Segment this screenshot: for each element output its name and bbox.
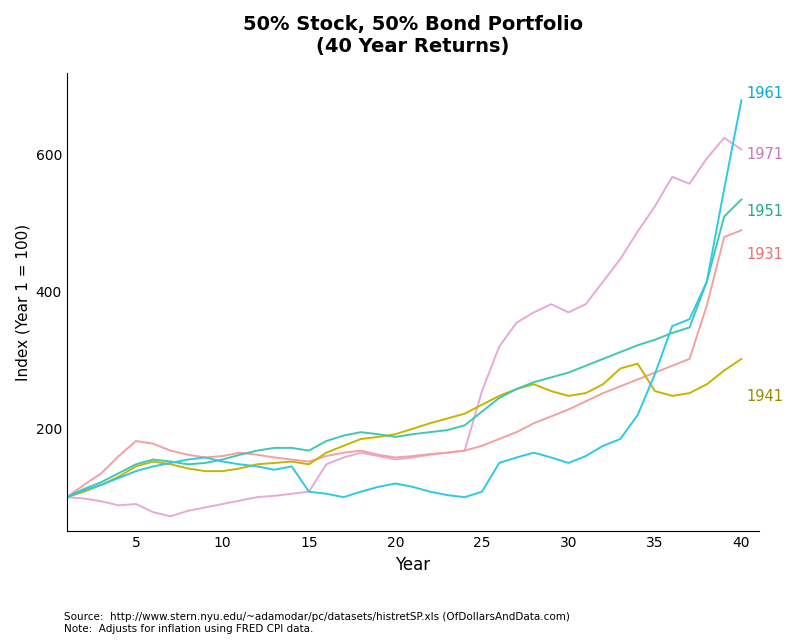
Text: Source:  http://www.stern.nyu.edu/~adamodar/pc/datasets/histretSP.xls (OfDollars: Source: http://www.stern.nyu.edu/~adamod… <box>64 612 570 634</box>
Y-axis label: Index (Year 1 = 100): Index (Year 1 = 100) <box>15 223 30 381</box>
Text: 1961: 1961 <box>746 86 784 101</box>
Text: 1931: 1931 <box>746 246 783 262</box>
X-axis label: Year: Year <box>395 556 430 574</box>
Text: 1951: 1951 <box>746 204 784 220</box>
Text: 1971: 1971 <box>746 147 784 163</box>
Title: 50% Stock, 50% Bond Portfolio
(40 Year Returns): 50% Stock, 50% Bond Portfolio (40 Year R… <box>242 15 583 56</box>
Text: 1941: 1941 <box>746 389 784 404</box>
